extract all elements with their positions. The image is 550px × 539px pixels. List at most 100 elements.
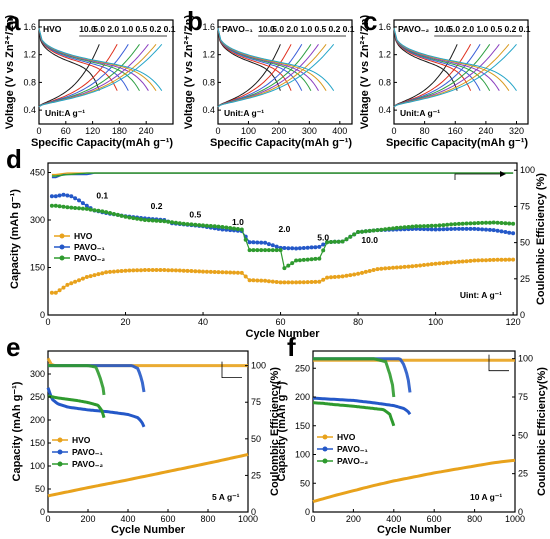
capacity-point xyxy=(243,237,248,242)
capacity-point xyxy=(247,248,252,253)
capacity-point xyxy=(84,206,89,211)
capacity-point xyxy=(503,221,508,226)
capacity-point xyxy=(511,221,516,226)
y-tick-label: 0.4 xyxy=(378,105,391,115)
capacity-line xyxy=(47,394,106,419)
capacity-point xyxy=(297,258,302,263)
x-tick-label: 800 xyxy=(200,514,215,524)
capacity-point xyxy=(313,256,318,261)
capacity-point xyxy=(449,260,454,265)
y-tick-label: 1.2 xyxy=(378,50,391,60)
capacity-point xyxy=(468,226,473,231)
capacity-point xyxy=(92,208,97,213)
capacity-point xyxy=(363,229,368,234)
capacity-point xyxy=(484,220,488,225)
capacity-point xyxy=(146,218,151,223)
y-tick-label: 1.6 xyxy=(23,22,36,32)
capacity-point xyxy=(154,268,159,272)
capacity-point xyxy=(162,219,167,224)
capacity-point xyxy=(119,269,124,273)
capacity-point xyxy=(456,259,461,264)
capacity-point xyxy=(57,204,62,209)
capacity-line xyxy=(313,401,396,427)
discharge-curve xyxy=(38,28,157,91)
discharge-curve xyxy=(393,28,472,91)
capacity-point xyxy=(367,269,372,273)
ce-arrow-head xyxy=(500,171,506,177)
unit-label: Unit:A g⁻¹ xyxy=(45,108,85,118)
capacity-point xyxy=(77,198,81,203)
capacity-point xyxy=(495,220,500,225)
capacity-point xyxy=(282,280,287,285)
rate-label: 10.0 xyxy=(434,24,451,34)
x-tick-label: 300 xyxy=(302,126,317,136)
capacity-point xyxy=(495,228,500,233)
capacity-point xyxy=(410,264,415,269)
capacity-point xyxy=(270,243,275,248)
y-tick-label: 0.4 xyxy=(23,105,36,115)
capacity-point xyxy=(224,225,229,230)
capacity-point xyxy=(216,270,221,275)
capacity-point xyxy=(360,229,364,234)
capacity-point xyxy=(429,227,434,232)
x-tick-label: 320 xyxy=(509,126,524,136)
capacity-point xyxy=(437,227,442,232)
sample-label: PAVO₋₁ xyxy=(222,24,253,34)
capacity-point xyxy=(309,257,314,262)
x-tick-label: 200 xyxy=(346,514,361,524)
y-tick-label: 200 xyxy=(295,392,310,402)
capacity-point xyxy=(108,269,112,274)
capacity-point xyxy=(228,226,233,230)
capacity-point xyxy=(69,194,74,199)
capacity-point xyxy=(142,268,147,272)
capacity-point xyxy=(476,227,481,232)
x-tick-label: 200 xyxy=(80,514,95,524)
capacity-point xyxy=(115,269,120,274)
capacity-point xyxy=(464,226,469,231)
capacity-point xyxy=(212,270,217,274)
capacity-point xyxy=(418,224,423,229)
capacity-point xyxy=(383,227,388,232)
x-tick-label: 0 xyxy=(45,317,50,327)
capacity-point xyxy=(100,271,105,276)
capacity-point xyxy=(429,262,434,267)
y2-tick-label: 0 xyxy=(518,507,523,517)
capacity-point xyxy=(383,266,388,271)
x-tick-label: 80 xyxy=(420,126,430,136)
capacity-point xyxy=(344,237,349,242)
capacity-point xyxy=(325,240,330,245)
capacity-point xyxy=(507,257,512,262)
capacity-point xyxy=(88,274,93,279)
x-tick-label: 60 xyxy=(61,126,71,136)
discharge-curve xyxy=(217,28,281,91)
x-tick-label: 0 xyxy=(36,126,41,136)
capacity-point xyxy=(197,223,202,228)
capacity-point xyxy=(445,222,450,227)
capacity-point xyxy=(371,228,376,233)
capacity-point xyxy=(360,270,364,275)
y-tick-label: 100 xyxy=(30,461,45,471)
capacity-point xyxy=(321,277,326,282)
y2-tick-label: 50 xyxy=(518,430,528,440)
capacity-point xyxy=(472,226,477,231)
legend-label: HVO xyxy=(337,432,356,442)
capacity-point xyxy=(263,278,268,283)
legend-label: PAVO₋₂ xyxy=(337,456,368,466)
capacity-point xyxy=(332,275,337,279)
capacity-point xyxy=(301,246,306,250)
rate-label: 0.1 xyxy=(519,24,531,34)
capacity-point xyxy=(433,261,438,266)
capacity-point xyxy=(441,261,446,266)
rate-label: 0.1 xyxy=(164,24,176,34)
capacity-point xyxy=(297,246,302,251)
discharge-curve xyxy=(217,28,312,91)
capacity-point xyxy=(344,273,349,278)
y2-tick-label: 50 xyxy=(251,434,261,444)
capacity-point xyxy=(49,290,54,295)
unit-label: Unit:A g⁻¹ xyxy=(400,108,440,118)
capacity-point xyxy=(80,201,85,206)
y-axis-label: Voltage (V vs Zn²⁺/Zn) xyxy=(183,14,195,129)
unit-label: Uint: A g⁻¹ xyxy=(460,290,502,300)
y2-tick-label: 100 xyxy=(251,361,266,371)
charge-curve xyxy=(217,44,292,108)
